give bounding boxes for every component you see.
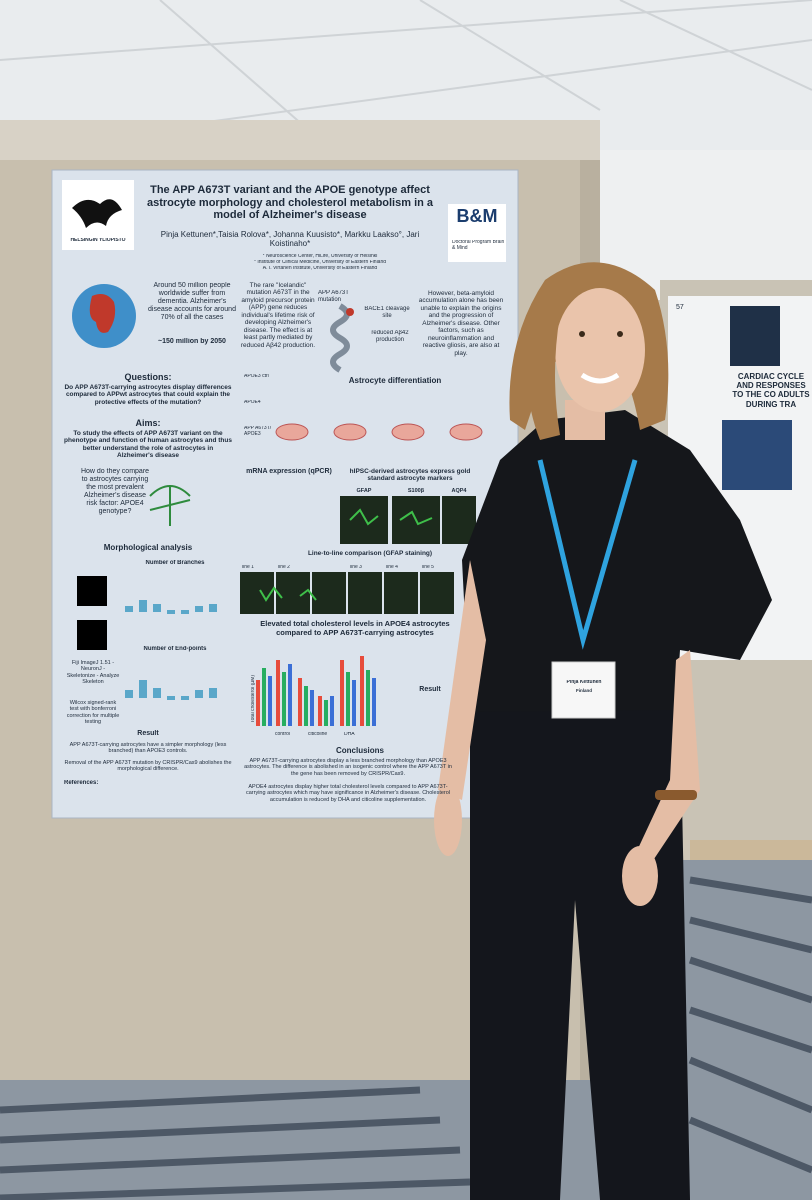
ceiling-grid [0,0,812,151]
neighbor-title: CARDIAC CYCLE AND RESPONSES TO THE CO AD… [732,372,810,409]
eye [579,331,585,337]
affiliation: ° Institute of Clinical Medicine, Univer… [253,260,387,265]
line-label: line 4 [386,565,398,570]
line-label: line 2 [278,565,290,570]
morphology-heading: Morphological analysis [103,543,193,552]
legend-entry: citicoline [308,732,328,737]
left-arm [438,560,486,800]
bracelet [655,790,697,800]
intro-projection: ~150 million by 2050 [158,338,226,345]
questions-text: Do APP A673T-carrying astrocytes display… [64,384,232,406]
endpoints-label: Number of End-points [143,646,207,652]
trousers [470,700,690,1200]
cholesterol-heading: Elevated total cholesterol levels in APO… [260,620,450,637]
line-label: line 5 [422,565,434,570]
method-text: Fiji ImageJ 1.51 - NeuronJ - Skeletonize… [66,660,120,685]
mutation-dot [346,308,354,316]
program-logo-text: B&M [456,206,498,226]
shirt [462,410,772,712]
poster-authors: Pinja Kettunen*,Taisia Rolova*, Johanna … [160,230,420,249]
intro-dementia: Around 50 million people worldwide suffe… [148,282,236,322]
left-hand [434,784,462,856]
protein-chain [330,303,350,373]
culture-dishes [275,423,483,441]
carpet-stripes [0,876,812,1200]
mini-charts-decor [125,600,376,726]
line-heading: Line-to-line comparison (GFAP staining) [307,550,433,557]
legend-entry: DHA [344,732,355,737]
cholesterol-axis: Total cholesterol (µM) [251,674,257,723]
eye [617,331,623,337]
program-name: Doctoral Program Brain & Mind [452,240,505,251]
globe-land [89,294,116,333]
right-arm [628,650,700,880]
right-hand [622,846,658,906]
reduced-label: reduced Aβ42 production [371,330,409,343]
person [434,262,772,1200]
neighbor-panel [722,420,792,490]
lanyard [537,459,638,650]
logo-flame [72,199,122,228]
morphology-removal: Removal of the APP A673T mutation by CRI… [64,760,232,773]
intro-mutation: The rare "Icelandic" mutation A673T in t… [240,282,316,349]
program-logo [448,204,506,262]
face [555,288,645,412]
marker-label: GFAP [356,488,372,494]
aims-heading: Aims: [135,418,161,428]
conclusion: APOE4 astrocytes display higher total ch… [245,784,451,803]
marker-label: S100β [407,488,425,494]
stats-text: Wilcox signed-rank test with bonferroni … [66,700,120,725]
hair-side [526,315,560,440]
smile [580,372,620,384]
line-label: line 3 [350,565,362,570]
expression-heading: mRNA expression (qPCR) [246,468,332,475]
poster-title: The APP A673T variant and the APOE genot… [146,184,434,222]
differentiation-heading: Astrocyte differentiation [348,376,442,385]
name-badge [551,661,616,719]
line-label: line 1 [242,565,254,570]
university-name: HELSINGIN YLIOPISTO [70,238,126,243]
branches-label: Number of Branches [145,560,205,566]
badge-country: Finland [576,688,592,693]
cell-stain [259,508,433,602]
compare-text: How do they compare to astrocytes carryi… [80,468,150,516]
astrocyte-drawing [149,485,191,526]
cleavage-label: BACE1 cleavage site [364,306,410,319]
group-label: APOE3 ctrl [244,374,269,379]
questions-heading: Questions: [124,372,172,382]
markers-heading: hIPSC-derived astrocytes express gold st… [349,468,471,483]
marker-label: AQP4 [451,488,467,494]
diagram-label: APP A673T mutation [318,290,349,303]
poster-number: 57 [676,304,684,311]
affiliation: * Neuroscience Center, HiLife, Universit… [262,254,378,259]
references: References: [64,780,99,786]
intro-amyloid: However, beta-amyloid accumulation alone… [418,290,504,357]
cholesterol-result-heading: Result [419,686,441,693]
conclusion: APP A673T-carrying astrocytes display a … [244,758,452,777]
legend-entry: control [275,732,291,737]
conclusions-heading: Conclusions [335,746,384,755]
badge-name: Pinja Kettunen [566,680,602,685]
morphology-result-heading: Result [137,730,159,737]
morphology-result: APP A673T-carrying astrocytes have a sim… [69,742,227,755]
rail [690,840,812,862]
board-frame [0,120,600,160]
aims-text: To study the effects of APP A673T varian… [64,430,232,460]
group-label: APP A673T/ APOE3 [244,426,272,437]
morphology-images [77,576,107,650]
neighbor-logo [730,306,780,366]
group-label: APOE4 [244,400,261,405]
affiliation: A. I. Virtanen Institute, University of … [262,266,378,271]
